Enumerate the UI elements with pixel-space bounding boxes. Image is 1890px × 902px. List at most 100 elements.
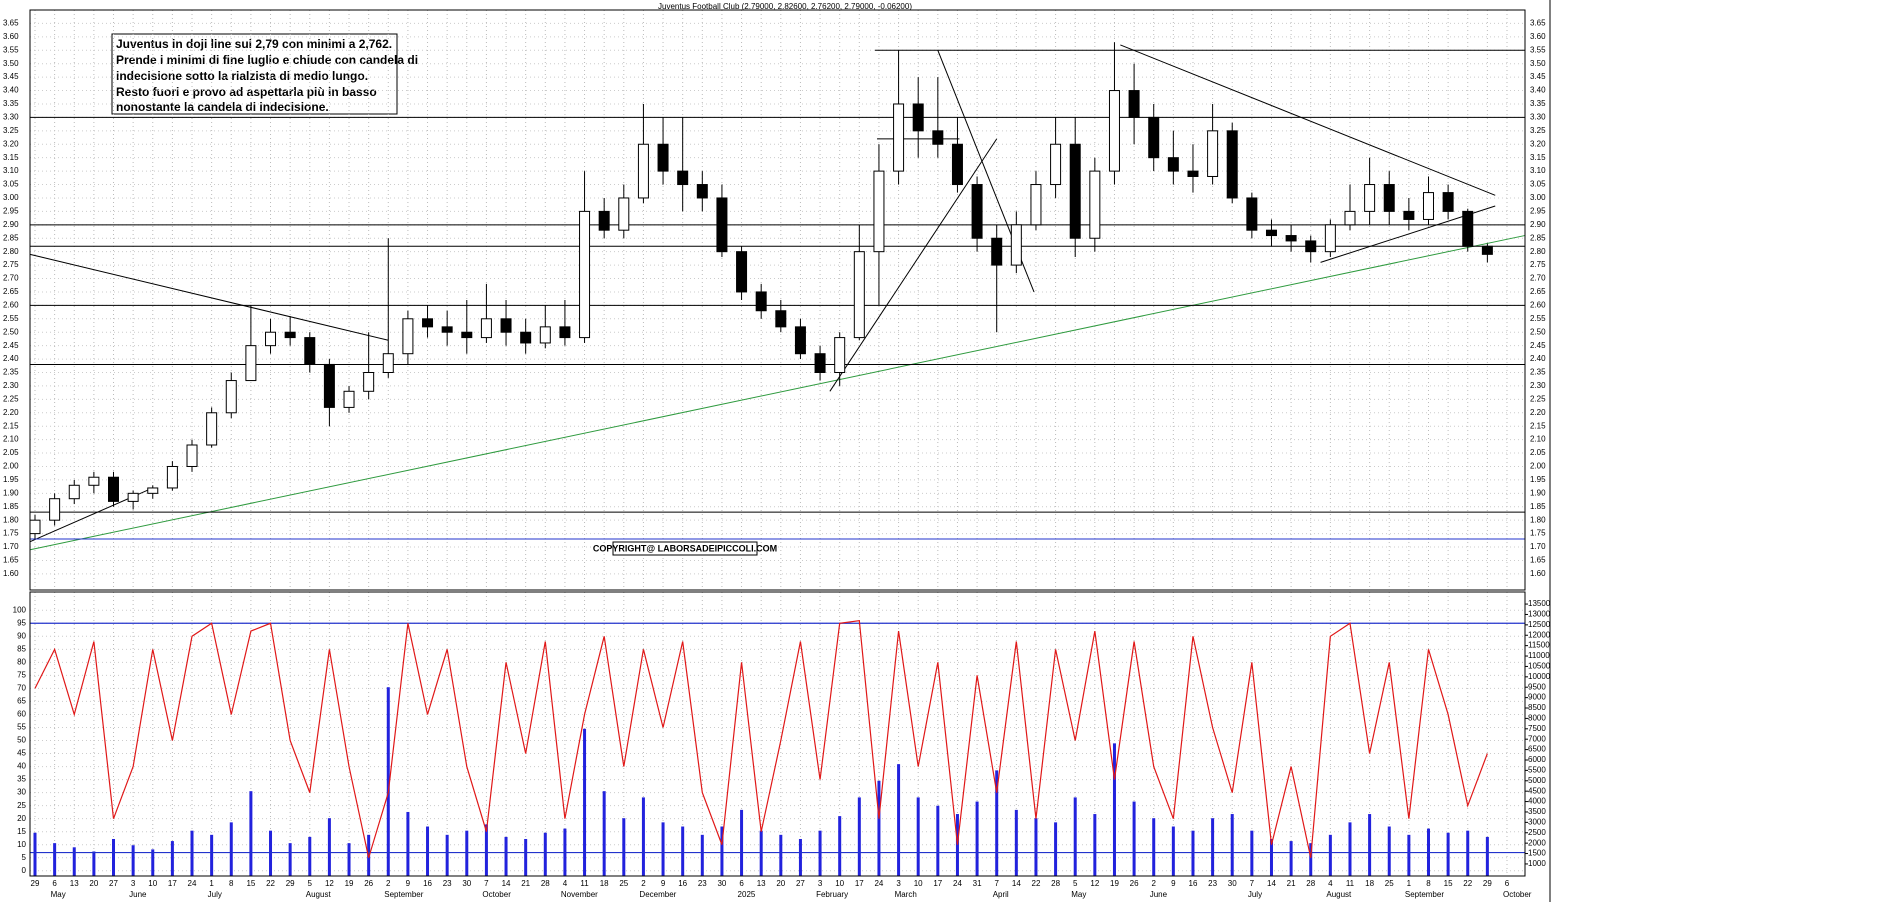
volume-bar	[1073, 797, 1077, 876]
x-tick-label: 12	[1090, 879, 1099, 888]
volume-bar	[1014, 809, 1018, 876]
y-tick-label: 55	[17, 723, 26, 732]
x-tick-label: 19	[345, 879, 354, 888]
y2-tick-label: 7000	[1528, 734, 1546, 743]
y-tick-label: 1.85	[3, 502, 19, 511]
candle-body	[343, 390, 355, 408]
x-tick-label: 5	[308, 879, 313, 888]
y-tick-label: 3.55	[1530, 45, 1546, 54]
x-tick-label: 23	[1208, 879, 1217, 888]
y-tick-label: 2.20	[1530, 408, 1546, 417]
volume-bar	[1387, 826, 1391, 876]
volume-bar	[1054, 822, 1058, 876]
volume-bar	[661, 822, 665, 876]
y-tick-label: 100	[13, 605, 27, 614]
y-tick-label: 3.50	[3, 59, 19, 68]
candle-body	[206, 412, 218, 446]
x-tick-label: 13	[757, 879, 766, 888]
volume-bar	[406, 811, 410, 876]
y-tick-label: 3.40	[3, 86, 19, 95]
x-tick-label: 16	[423, 879, 432, 888]
candle-body	[1069, 143, 1081, 239]
x-tick-label: 18	[1365, 879, 1374, 888]
x-tick-label: 7	[484, 879, 489, 888]
y-tick-label: 2.15	[3, 421, 19, 430]
candle-body	[814, 353, 826, 374]
y2-tick-label: 11500	[1528, 641, 1550, 650]
x-tick-label: 15	[1444, 879, 1453, 888]
volume-bar	[386, 687, 390, 876]
y-tick-label: 1.80	[1530, 515, 1546, 524]
volume-bar	[1485, 836, 1489, 876]
volume-bar	[1328, 834, 1332, 876]
x-tick-label: 17	[933, 879, 942, 888]
y-tick-label: 2.40	[1530, 354, 1546, 363]
y-tick-label: 2.45	[3, 341, 19, 350]
y-tick-label: 3.45	[3, 72, 19, 81]
y2-tick-label: 13500	[1528, 599, 1551, 608]
y-tick-label: 95	[17, 618, 26, 627]
candle-body	[323, 363, 335, 408]
y2-tick-label: 9000	[1528, 693, 1546, 702]
candle-body	[1305, 240, 1317, 253]
candle-body	[1148, 116, 1160, 159]
y-tick-label: 2.65	[3, 287, 19, 296]
copyright-box	[612, 541, 758, 556]
candle-body	[893, 103, 905, 172]
volume-bar	[1446, 832, 1450, 876]
x-tick-label: 3	[131, 879, 136, 888]
x-tick-label: 7	[1250, 879, 1255, 888]
y2-tick-label: 7500	[1528, 724, 1546, 733]
y-tick-label: 1.75	[1530, 529, 1546, 538]
y-tick-label: 2.05	[1530, 448, 1546, 457]
month-label: May	[51, 890, 66, 899]
x-tick-label: 8	[1426, 879, 1431, 888]
candle-body	[1010, 224, 1022, 266]
x-tick-label: 24	[874, 879, 883, 888]
y-tick-label: 3.30	[3, 113, 19, 122]
volume-bar	[602, 791, 606, 876]
candle-body	[422, 318, 434, 328]
x-tick-label: 6	[739, 879, 744, 888]
x-tick-label: 4	[1328, 879, 1333, 888]
volume-bar	[798, 838, 802, 876]
x-tick-label: 9	[406, 879, 411, 888]
x-tick-label: 16	[1189, 879, 1198, 888]
candle-body	[88, 476, 100, 486]
x-tick-label: 30	[462, 879, 471, 888]
y-tick-label: 3.65	[3, 19, 19, 28]
x-tick-label: 6	[52, 879, 57, 888]
y-tick-label: 1.65	[3, 556, 19, 565]
candle-body	[500, 318, 512, 333]
month-label: October	[1503, 890, 1532, 899]
x-tick-label: 20	[89, 879, 98, 888]
volume-bar	[1289, 841, 1293, 876]
candle-body	[971, 184, 983, 239]
volume-bar	[1211, 818, 1215, 876]
volume-bar	[1309, 843, 1313, 876]
y-tick-label: 3.30	[1530, 113, 1546, 122]
volume-bar	[700, 834, 704, 876]
candle-body	[834, 337, 846, 373]
y-tick-label: 3.00	[1530, 193, 1546, 202]
y-tick-label: 2.10	[1530, 435, 1546, 444]
month-label: June	[129, 890, 147, 899]
x-tick-label: 21	[521, 879, 530, 888]
x-tick-label: 6	[1505, 879, 1510, 888]
volume-bar	[210, 834, 214, 876]
x-tick-label: 24	[188, 879, 197, 888]
y-tick-label: 3.45	[1530, 72, 1546, 81]
volume-bar	[1093, 814, 1097, 876]
candle-body	[382, 353, 394, 374]
y-tick-label: 2.50	[3, 327, 19, 336]
candle-body	[1324, 224, 1336, 253]
candle-body	[402, 318, 414, 355]
x-tick-label: 28	[541, 879, 550, 888]
candle-body	[1383, 184, 1395, 212]
y-tick-label: 2.25	[3, 394, 19, 403]
candle-body	[755, 291, 767, 312]
candle-body	[853, 251, 865, 339]
candle-body	[166, 465, 178, 489]
candle-body	[598, 210, 610, 231]
